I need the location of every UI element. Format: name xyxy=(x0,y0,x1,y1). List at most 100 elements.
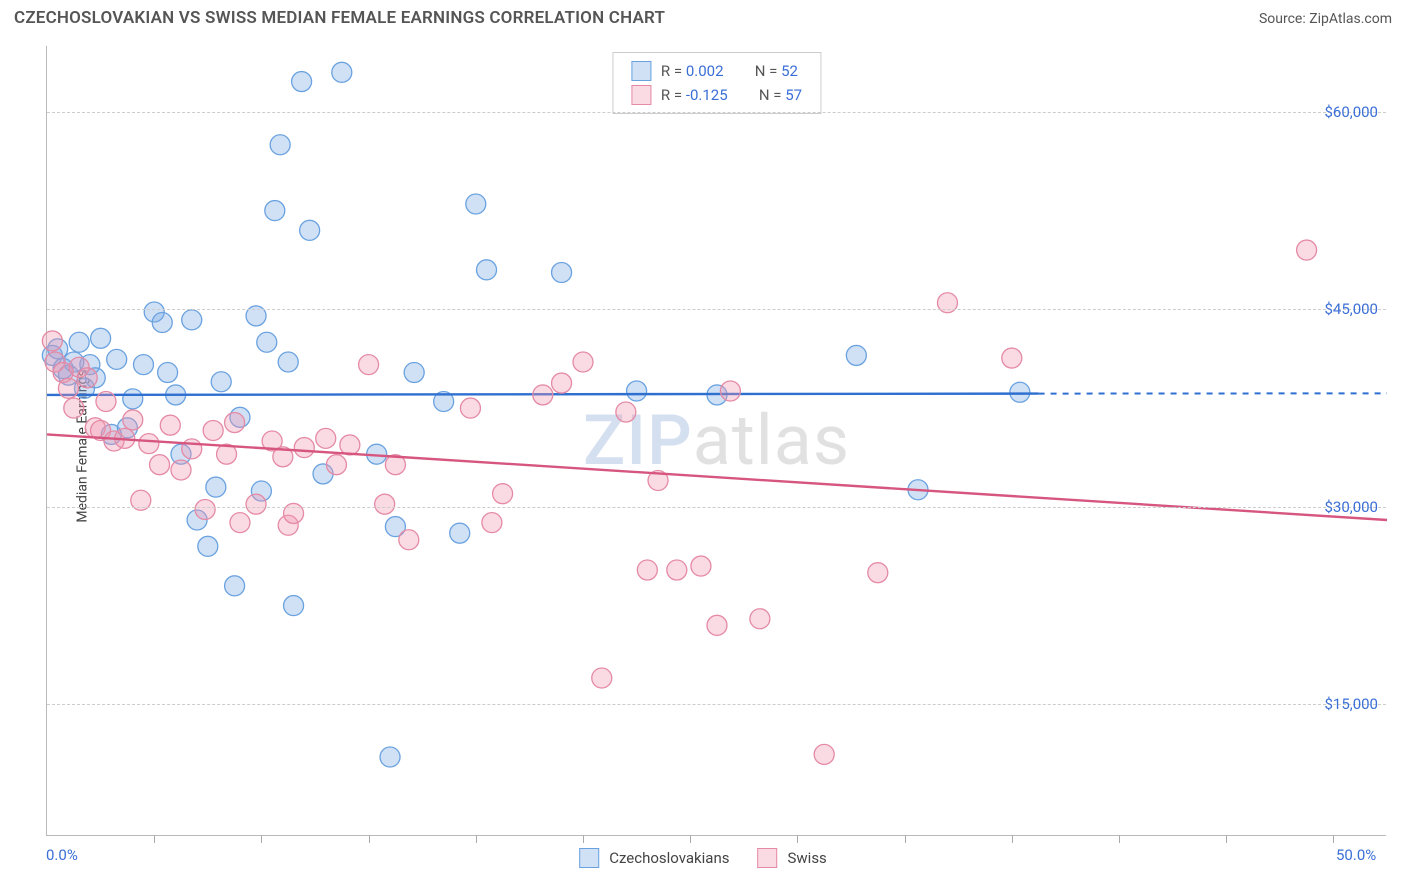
data-point xyxy=(691,556,711,576)
data-point xyxy=(573,352,593,372)
gridline xyxy=(47,309,1386,310)
x-tick xyxy=(1333,835,1334,843)
data-point xyxy=(294,438,314,458)
data-point xyxy=(96,392,116,412)
data-point xyxy=(230,513,250,533)
data-point xyxy=(257,332,277,352)
data-point xyxy=(300,220,320,240)
series-legend-item: Czechoslovakians xyxy=(579,846,729,870)
data-point xyxy=(203,420,223,440)
series-name: Swiss xyxy=(787,846,826,870)
data-point xyxy=(171,460,191,480)
x-tick xyxy=(905,835,906,843)
data-point xyxy=(42,331,62,351)
data-point xyxy=(182,439,202,459)
data-point xyxy=(139,434,159,454)
y-tick-label: $60,000 xyxy=(1324,103,1378,121)
data-point xyxy=(316,428,336,448)
data-point xyxy=(160,415,180,435)
data-point xyxy=(332,62,352,82)
data-point xyxy=(195,499,215,519)
data-point xyxy=(107,349,127,369)
data-point xyxy=(91,328,111,348)
data-point xyxy=(1297,240,1317,260)
data-point xyxy=(460,398,480,418)
x-axis-min-label: 0.0% xyxy=(46,846,78,864)
data-point xyxy=(482,513,502,533)
x-tick xyxy=(154,835,155,843)
data-point xyxy=(284,596,304,616)
data-point xyxy=(359,355,379,375)
data-point xyxy=(292,72,312,92)
source-label: Source: ZipAtlas.com xyxy=(1259,11,1392,27)
data-point xyxy=(225,413,245,433)
data-point xyxy=(533,385,553,405)
data-point xyxy=(265,201,285,221)
x-tick xyxy=(1119,835,1120,843)
gridline xyxy=(47,112,1386,113)
x-axis-max-label: 50.0% xyxy=(1336,846,1376,864)
data-point xyxy=(225,576,245,596)
x-tick xyxy=(369,835,370,843)
data-point xyxy=(616,402,636,422)
series-legend-item: Swiss xyxy=(757,846,826,870)
data-point xyxy=(627,381,647,401)
series-legend: Czechoslovakians Swiss xyxy=(579,846,827,870)
y-tick-label: $30,000 xyxy=(1324,498,1378,516)
data-point xyxy=(182,310,202,330)
data-point xyxy=(477,260,497,280)
data-point xyxy=(380,747,400,767)
data-point xyxy=(270,135,290,155)
data-point xyxy=(637,560,657,580)
data-point xyxy=(399,530,419,550)
data-point xyxy=(1010,382,1030,402)
x-tick xyxy=(1012,835,1013,843)
legend-swatch xyxy=(757,848,777,868)
x-tick xyxy=(1226,835,1227,843)
data-point xyxy=(58,378,78,398)
data-point xyxy=(493,484,513,504)
y-tick-label: $15,000 xyxy=(1324,695,1378,713)
x-tick xyxy=(261,835,262,843)
data-point xyxy=(123,410,143,430)
data-point xyxy=(667,560,687,580)
gridline xyxy=(47,507,1386,508)
legend-r: R = 0.002 xyxy=(661,59,724,83)
chart-svg xyxy=(47,46,1386,835)
data-point xyxy=(278,352,298,372)
legend-swatch xyxy=(631,85,651,105)
data-point xyxy=(592,668,612,688)
data-point xyxy=(64,398,84,418)
data-point xyxy=(77,368,97,388)
data-point xyxy=(340,435,360,455)
data-point xyxy=(868,563,888,583)
data-point xyxy=(69,332,89,352)
legend-row: R = -0.125 N = 57 xyxy=(631,83,802,107)
legend-row: R = 0.002 N = 52 xyxy=(631,59,802,83)
legend-n: N = 57 xyxy=(759,83,802,107)
data-point xyxy=(206,477,226,497)
y-tick-label: $45,000 xyxy=(1324,300,1378,318)
data-point xyxy=(211,372,231,392)
data-point xyxy=(846,345,866,365)
data-point xyxy=(707,615,727,635)
chart-plot-area: ZIPatlas R = 0.002 N = 52R = -0.125 N = … xyxy=(46,46,1386,836)
gridline xyxy=(47,704,1386,705)
data-point xyxy=(720,381,740,401)
data-point xyxy=(552,373,572,393)
legend-swatch xyxy=(579,848,599,868)
x-tick xyxy=(583,835,584,843)
data-point xyxy=(152,313,172,333)
data-point xyxy=(552,262,572,282)
data-point xyxy=(1002,348,1022,368)
data-point xyxy=(150,455,170,475)
data-point xyxy=(450,523,470,543)
x-tick xyxy=(690,835,691,843)
data-point xyxy=(375,494,395,514)
chart-title: CZECHOSLOVAKIAN VS SWISS MEDIAN FEMALE E… xyxy=(14,8,665,28)
data-point xyxy=(404,363,424,383)
legend-r: R = -0.125 xyxy=(661,83,728,107)
series-name: Czechoslovakians xyxy=(609,846,729,870)
x-tick xyxy=(797,835,798,843)
correlation-legend: R = 0.002 N = 52R = -0.125 N = 57 xyxy=(612,52,821,114)
